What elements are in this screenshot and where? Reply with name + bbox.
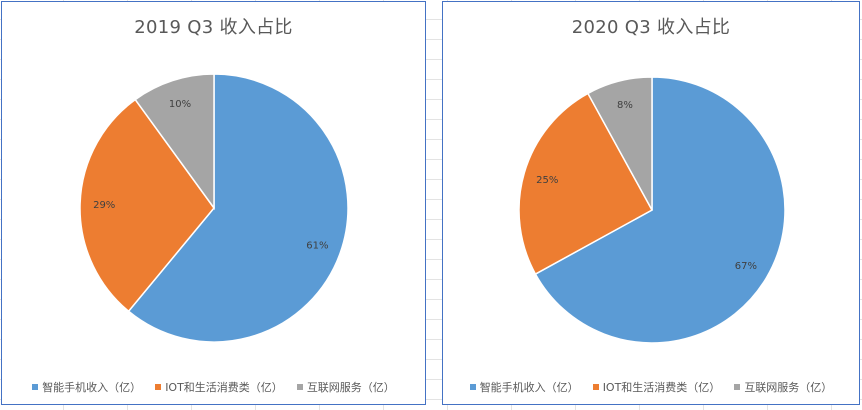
legend-swatch (296, 384, 303, 390)
pie-slice-smartphone[interactable] (534, 76, 786, 344)
legend-item-iot: IOT和生活消费类（亿） (592, 379, 721, 395)
chart-title: 2019 Q3 收入占比 (134, 17, 293, 38)
pie-slice-internet[interactable] (134, 73, 215, 211)
legend-item-smartphone: 智能手机收入（亿） (32, 379, 141, 395)
pie-slice-smartphone[interactable] (127, 73, 349, 343)
chart-legend: 智能手机收入（亿） IOT和生活消费类（亿） 互联网服务（亿） (443, 379, 859, 395)
legend-item-internet: 互联网服务（亿） (296, 379, 395, 395)
legend-swatch (734, 384, 741, 390)
pie-chart-2019: 61% 29% 10% (79, 73, 349, 343)
slice-label-internet: 8% (617, 100, 633, 111)
chart-2020-q3[interactable]: 2020 Q3 收入占比 67% 25% 8% 智能手机收入（亿） IOT和生活消费… (442, 1, 860, 405)
slice-label-smartphone: 67% (735, 261, 757, 272)
pie-slice-iot[interactable] (79, 98, 215, 313)
legend-label: 智能手机收入（亿） (479, 381, 579, 394)
chart-legend: 智能手机收入（亿） IOT和生活消费类（亿） 互联网服务（亿） (2, 379, 425, 395)
slice-label-iot: 29% (93, 200, 115, 211)
pie-chart-2020: 67% 25% 8% (518, 76, 786, 344)
legend-swatch (32, 384, 39, 390)
legend-swatch (592, 384, 599, 390)
legend-label: 互联网服务（亿） (306, 381, 395, 394)
chart-title: 2020 Q3 收入占比 (571, 17, 731, 38)
pie-slice-iot[interactable] (518, 92, 654, 276)
slice-label-iot: 25% (536, 175, 558, 186)
legend-item-iot: IOT和生活消费类（亿） (155, 379, 283, 395)
legend-item-smartphone: 智能手机收入（亿） (469, 379, 579, 395)
legend-label: IOT和生活消费类（亿） (165, 381, 283, 394)
legend-swatch (469, 384, 476, 390)
slice-label-smartphone: 61% (306, 241, 328, 252)
legend-label: IOT和生活消费类（亿） (602, 381, 721, 394)
chart-2019-q3[interactable]: 2019 Q3 收入占比 61% 29% 10% 智能手机收入（亿） IOT和生活消… (1, 1, 426, 405)
legend-item-internet: 互联网服务（亿） (734, 379, 832, 395)
pie-slice-internet[interactable] (586, 76, 653, 211)
slice-label-internet: 10% (169, 99, 191, 110)
legend-label: 智能手机收入（亿） (42, 381, 142, 394)
legend-label: 互联网服务（亿） (744, 381, 833, 394)
legend-swatch (155, 384, 162, 390)
